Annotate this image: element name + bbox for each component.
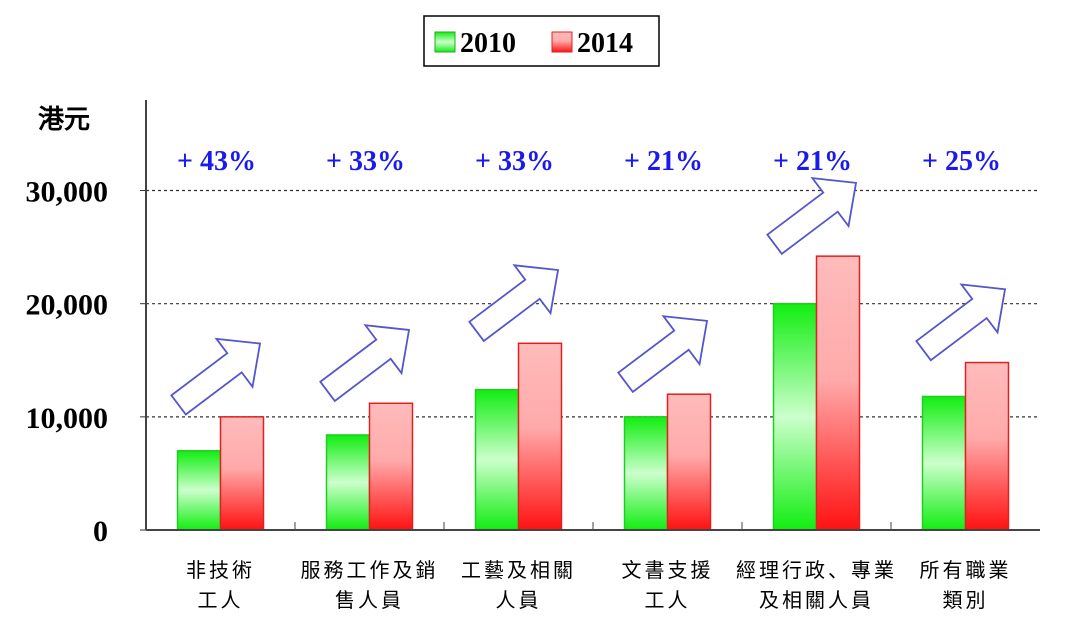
increase-arrow-icon [766, 177, 858, 256]
bar-2010 [623, 416, 669, 531]
bar-2014 [815, 255, 861, 531]
x-category-label: 工人 [198, 588, 244, 612]
bar-2014 [666, 393, 712, 531]
bar-2014 [368, 402, 414, 531]
x-category-label: 工人 [645, 588, 691, 612]
growth-label: + 33% [326, 146, 405, 177]
legend-swatch-2010 [434, 31, 456, 53]
growth-label: + 25% [922, 146, 1001, 177]
x-category-label: 及相關人員 [759, 588, 874, 612]
legend-label-2010: 2010 [460, 28, 516, 59]
x-category-label: 經理行政、專業 [736, 558, 897, 582]
bar-2014 [964, 361, 1010, 531]
increase-arrow-icon [319, 324, 411, 403]
increase-arrow-icon [617, 315, 709, 394]
growth-label: + 33% [475, 146, 554, 177]
growth-label: + 43% [177, 146, 256, 177]
y-tick-label: 30,000 [26, 176, 109, 209]
bar-2010 [176, 450, 222, 531]
x-category-label: 非技術 [186, 558, 255, 582]
bar-2014 [517, 342, 563, 531]
x-category-label: 服務工作及銷 [301, 558, 439, 582]
x-category-label: 工藝及相關 [461, 558, 576, 582]
y-tick-label: 20,000 [26, 289, 109, 322]
increase-arrow-icon [170, 337, 262, 416]
increase-arrow-icon [915, 283, 1007, 362]
legend: 2010 2014 [423, 15, 660, 67]
y-tick-label: 10,000 [26, 402, 109, 435]
y-tick-label: 0 [93, 515, 108, 548]
legend-box [423, 15, 660, 67]
bar-2014 [219, 416, 265, 531]
bar-2010 [921, 395, 967, 531]
legend-swatch-2014 [551, 31, 573, 53]
growth-label: + 21% [773, 146, 852, 177]
bar-2010 [474, 388, 520, 531]
increase-arrow-icon [468, 264, 560, 343]
legend-label-2014: 2014 [577, 28, 633, 59]
x-category-label: 所有職業 [920, 558, 1012, 582]
growth-label: + 21% [624, 146, 703, 177]
bar-2010 [325, 434, 371, 531]
x-category-label: 人員 [496, 588, 542, 612]
x-category-label: 售人員 [335, 588, 404, 612]
x-category-label: 文書支援 [622, 558, 714, 582]
bar-2010 [772, 302, 818, 531]
x-category-label: 類別 [943, 588, 989, 612]
y-axis-label: 港元 [38, 105, 90, 135]
